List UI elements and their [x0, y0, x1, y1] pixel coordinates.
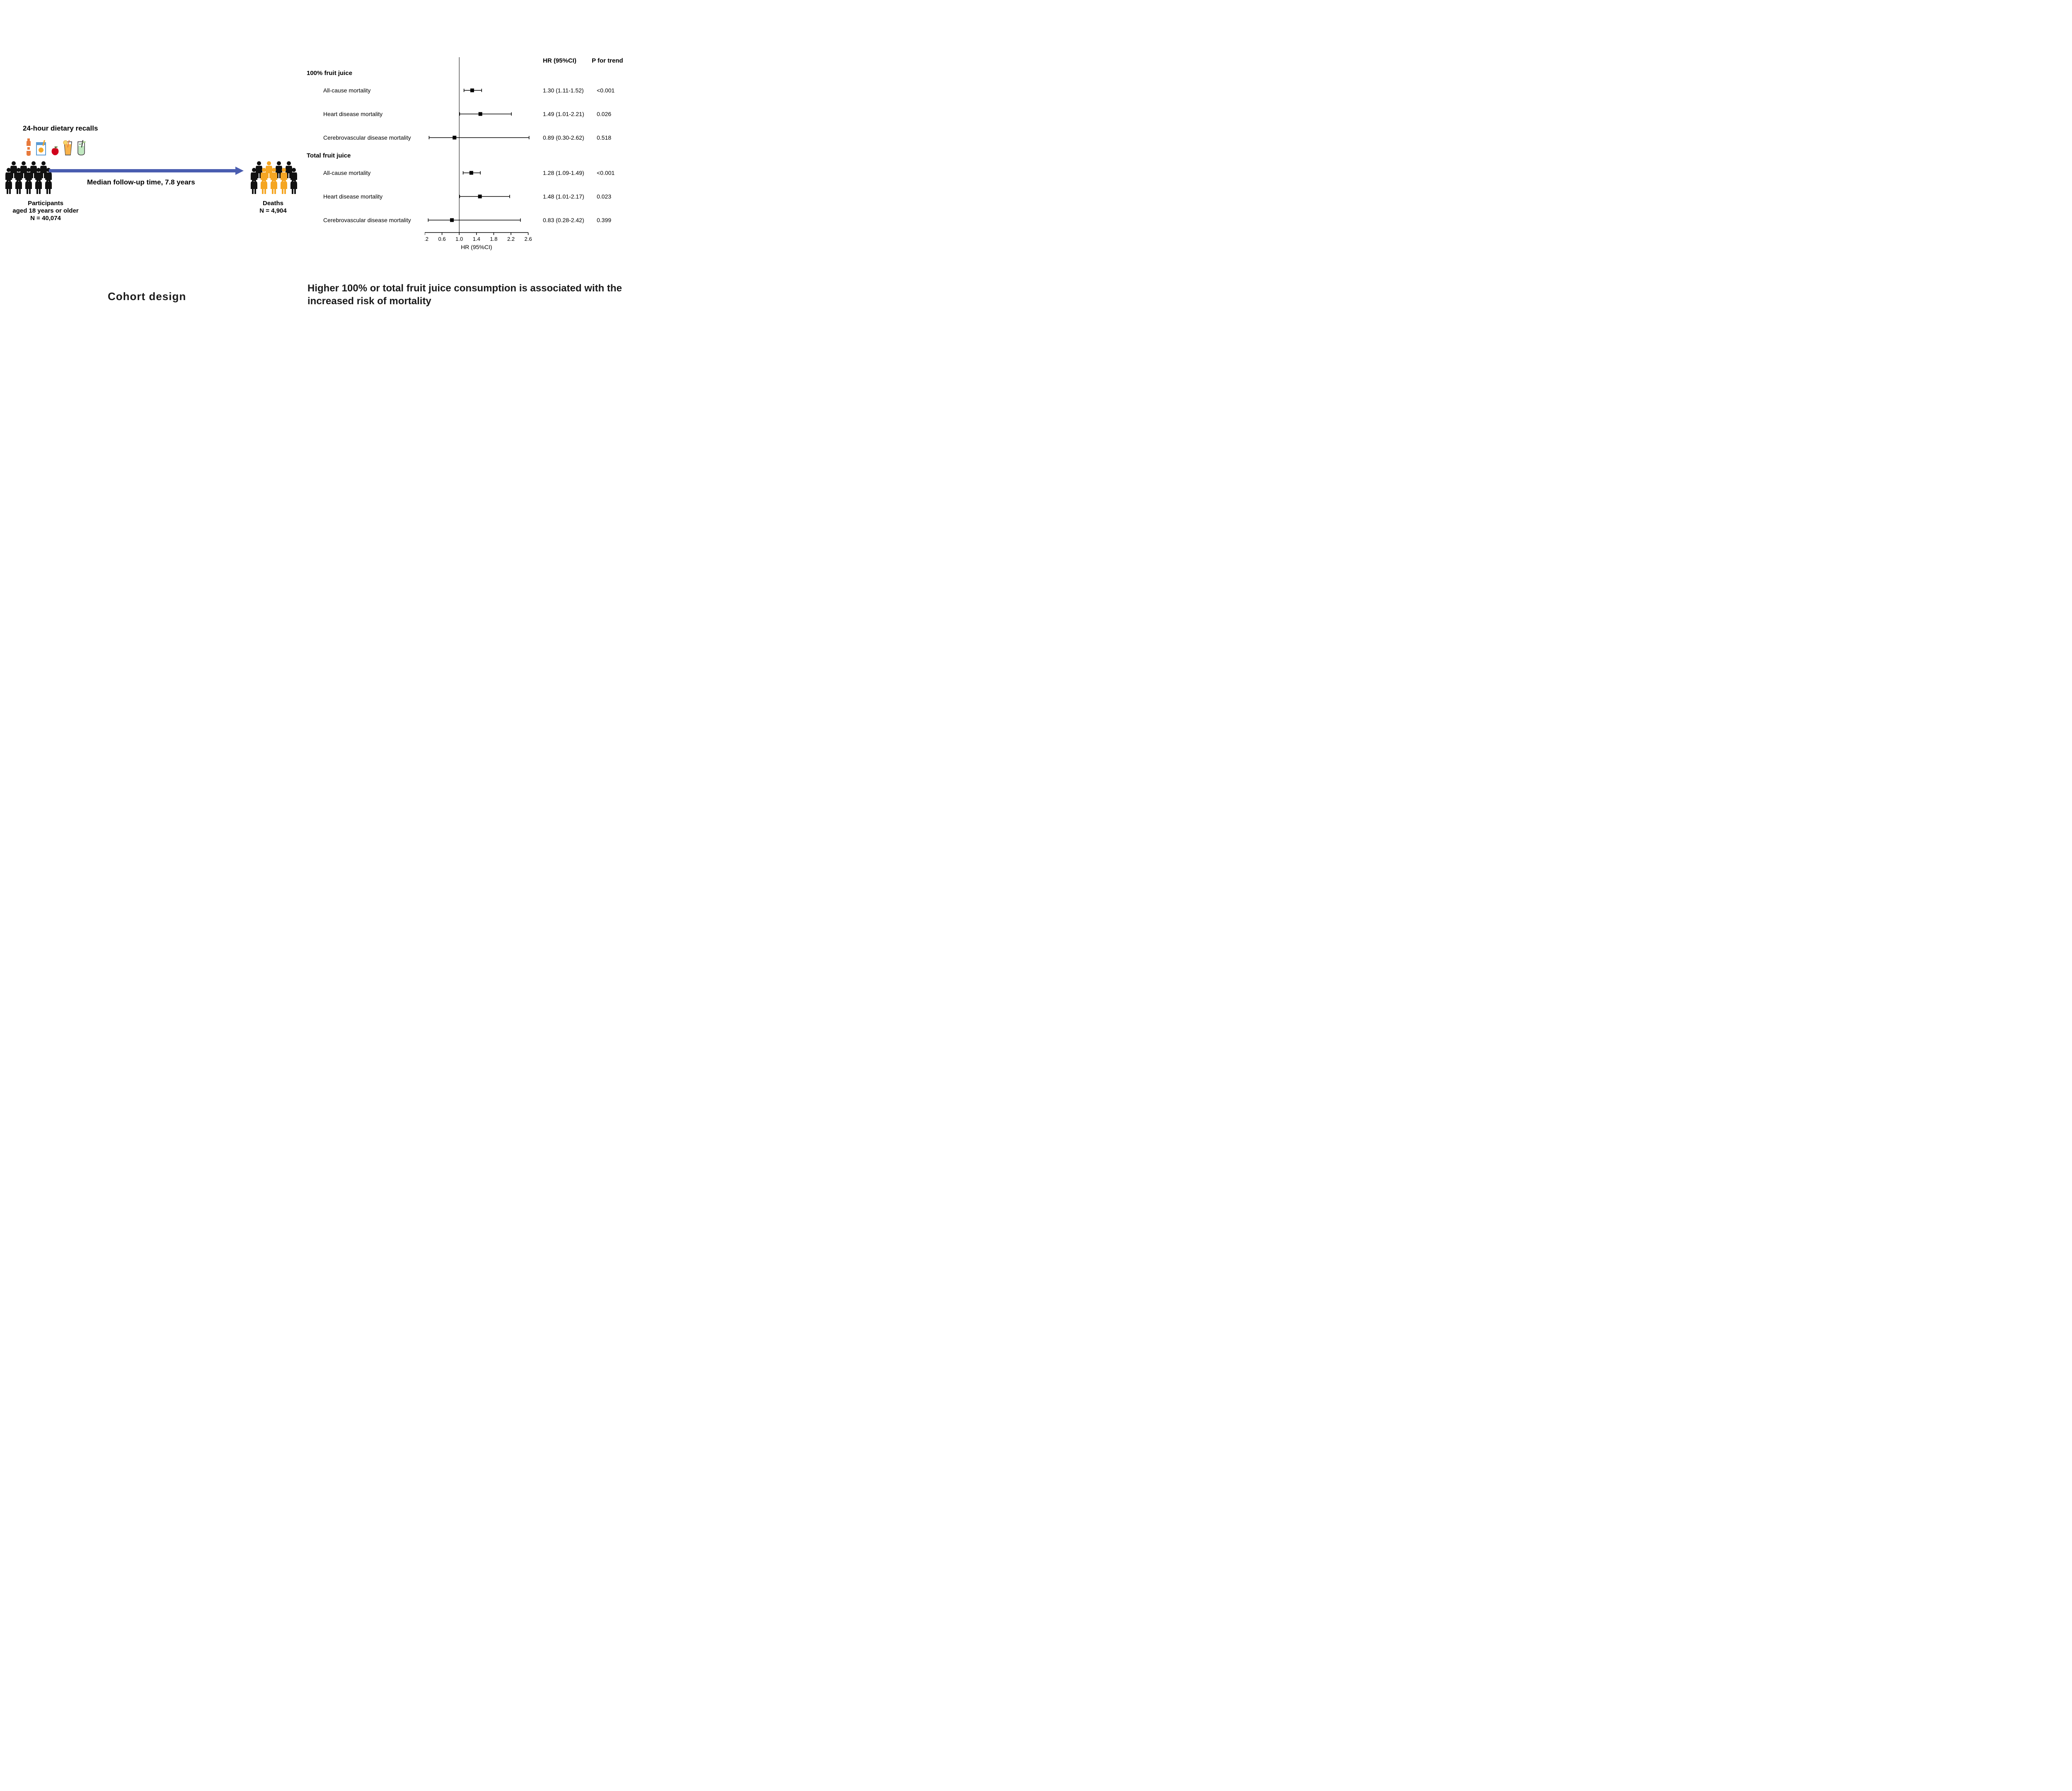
beverage-icons [25, 138, 86, 156]
forest-plot: HR (95%CI) P for trend 0.2 0.6 1.0 1.4 1.8 2.… [307, 53, 634, 269]
svg-text:0.2: 0.2 [425, 236, 428, 242]
svg-text:1.8: 1.8 [490, 236, 497, 242]
svg-text:1.0: 1.0 [455, 236, 463, 242]
figure-canvas: 24-hour dietary recalls [0, 0, 637, 358]
recall-label: 24-hour dietary recalls [23, 124, 98, 133]
participants-crowd [2, 161, 56, 200]
juiceglass-icon [63, 140, 73, 156]
svg-text:1.4: 1.4 [473, 236, 480, 242]
forest-row-p-1-0: <0.001 [597, 170, 615, 176]
participants-line1: Participants [28, 200, 63, 207]
forest-row-hr-0-2: 0.89 (0.30-2.62) [543, 134, 584, 141]
bottle-icon [25, 138, 32, 156]
cohort-design-label: Cohort design [108, 290, 186, 303]
deaths-line2: N = 4,904 [259, 207, 286, 214]
forest-row-p-1-1: 0.023 [597, 193, 611, 200]
svg-text:2.2: 2.2 [507, 236, 515, 242]
cocktail-icon [76, 140, 86, 156]
arrow-head [235, 167, 244, 175]
forest-row-hr-1-2: 0.83 (0.28-2.42) [543, 217, 584, 223]
followup-arrow [49, 167, 244, 174]
forest-row-p-0-1: 0.026 [597, 111, 611, 117]
deaths-crowd [248, 161, 302, 200]
forest-row-p-0-0: <0.001 [597, 87, 615, 94]
forest-row-label-0-0: All-cause mortality [323, 87, 370, 94]
forest-group-1: Total fruit juice [307, 152, 351, 159]
forest-row-label-0-1: Heart disease mortality [323, 111, 382, 117]
participants-label: Participants aged 18 years or older N = … [0, 200, 91, 222]
conclusion-text: Higher 100% or total fruit juice consump… [307, 282, 627, 308]
forest-row-label-0-2: Cerebrovascular disease mortality [323, 134, 411, 141]
participants-line2: aged 18 years or older [12, 207, 78, 214]
svg-text:HR (95%CI): HR (95%CI) [461, 244, 492, 250]
deaths-label: Deaths N = 4,904 [246, 200, 300, 215]
forest-row-p-0-2: 0.518 [597, 134, 611, 141]
forest-row-hr-1-0: 1.28 (1.09-1.49) [543, 170, 584, 176]
participants-line3: N = 40,074 [30, 215, 61, 222]
forest-group-0: 100% fruit juice [307, 70, 352, 77]
forest-row-label-1-1: Heart disease mortality [323, 193, 382, 200]
forest-header-hr: HR (95%CI) [543, 57, 576, 64]
juicebox-icon [36, 140, 47, 156]
forest-svg: 0.2 0.6 1.0 1.4 1.8 2.2 2.6 HR (95%CI) [425, 57, 537, 253]
forest-row-hr-0-1: 1.49 (1.01-2.21) [543, 111, 584, 117]
forest-row-hr-1-1: 1.48 (1.01-2.17) [543, 193, 584, 200]
forest-header-p: P for trend [592, 57, 623, 64]
forest-row-hr-0-0: 1.30 (1.11-1.52) [543, 87, 584, 94]
apple-icon [51, 146, 60, 156]
forest-row-label-1-0: All-cause mortality [323, 170, 370, 176]
forest-row-p-1-2: 0.399 [597, 217, 611, 223]
deaths-line1: Deaths [263, 200, 283, 207]
forest-row-label-1-2: Cerebrovascular disease mortality [323, 217, 411, 223]
svg-text:2.6: 2.6 [525, 236, 532, 242]
arrow-line [49, 169, 237, 172]
followup-label: Median follow-up time, 7.8 years [87, 178, 195, 187]
svg-text:0.6: 0.6 [438, 236, 446, 242]
